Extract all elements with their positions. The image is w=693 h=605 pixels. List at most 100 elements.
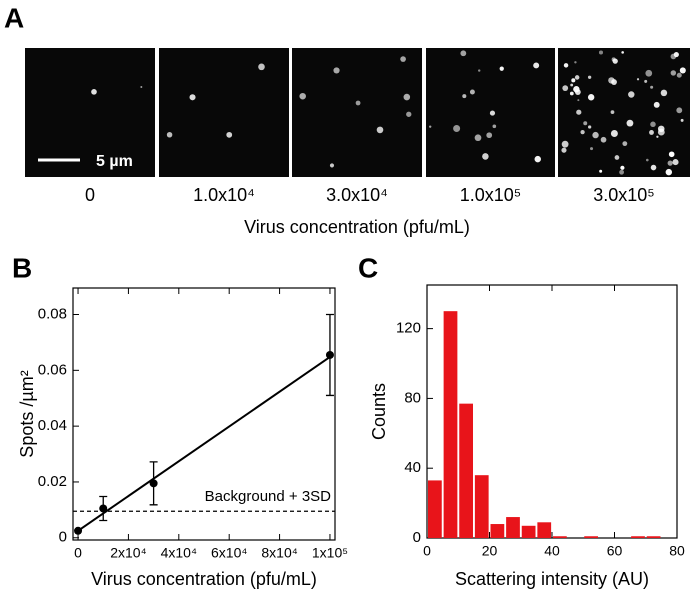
y-tick-label: 0.02 (38, 473, 67, 490)
spot (660, 89, 668, 97)
spot (622, 141, 628, 147)
image-label: 3.0x10⁴ (326, 185, 388, 205)
spot (474, 134, 482, 142)
y-tick-label: 0.06 (38, 361, 67, 378)
fit-line (77, 356, 331, 532)
x-axis-label: Scattering intensity (AU) (455, 569, 649, 589)
bar (646, 536, 661, 538)
spot (406, 111, 412, 117)
x-tick-label: 0 (423, 543, 431, 559)
spot (469, 89, 475, 95)
spot (329, 163, 335, 168)
micrograph (292, 48, 422, 177)
y-axis-label: Spots /µm² (17, 370, 37, 457)
bar (521, 525, 536, 538)
spot (645, 158, 649, 162)
data-point (74, 526, 83, 535)
axes-frame (72, 287, 336, 541)
image-label: 1.0x10⁴ (193, 185, 255, 205)
spot (140, 85, 143, 88)
spot (91, 89, 97, 95)
x-tick-label: 60 (607, 543, 623, 559)
y-tick-label: 80 (404, 389, 421, 406)
spot (620, 165, 625, 170)
micrograph (25, 48, 155, 177)
spot (583, 121, 588, 126)
x-tick-label: 6x10⁴ (211, 545, 247, 561)
spot (656, 135, 659, 138)
y-tick-label: 40 (404, 459, 421, 476)
bar (428, 480, 442, 538)
spot (189, 94, 196, 101)
bar (584, 536, 598, 538)
spot (614, 155, 620, 160)
bar (474, 475, 489, 538)
spot (653, 101, 660, 108)
x-tick-label: 8x10⁴ (261, 545, 297, 561)
x-tick-label: 40 (544, 543, 560, 559)
spot (608, 77, 615, 84)
spot (403, 93, 411, 101)
spot (570, 83, 574, 87)
spot (667, 160, 673, 166)
image-label: 0 (85, 185, 95, 205)
spot (599, 169, 603, 173)
spot (650, 164, 657, 171)
spot (482, 153, 489, 160)
spot (670, 53, 677, 60)
bar (443, 311, 458, 538)
spot (611, 57, 616, 62)
spot (562, 85, 569, 92)
spot (670, 70, 677, 76)
bar (553, 536, 567, 538)
panel-label: A (4, 2, 24, 33)
spot (644, 79, 648, 83)
spot (561, 140, 569, 148)
spot (561, 147, 567, 153)
spot (258, 63, 265, 71)
spot (619, 169, 624, 175)
x-axis-label: Virus concentration (pfu/mL) (244, 217, 470, 237)
spot (460, 50, 467, 57)
x-tick-label: 1x10⁵ (312, 545, 348, 561)
x-axis-label: Virus concentration (pfu/mL) (91, 569, 317, 589)
spot (563, 63, 569, 68)
spot (400, 56, 406, 62)
spot (587, 75, 592, 79)
spot (590, 147, 594, 151)
panel-label: B (12, 252, 32, 283)
spot (649, 130, 654, 135)
spot (376, 126, 384, 134)
panel-label: C (358, 252, 378, 283)
image-label: 3.0x10⁵ (593, 185, 655, 205)
bar (506, 517, 520, 538)
spot (672, 159, 679, 166)
spot (600, 136, 607, 143)
spot (588, 125, 592, 129)
spot (575, 89, 581, 95)
spot (166, 132, 173, 138)
spot (598, 50, 604, 55)
spot (533, 62, 540, 69)
x-tick-label: 20 (482, 543, 498, 559)
spot (574, 75, 580, 80)
spot (577, 99, 580, 102)
spot (610, 130, 618, 138)
spot (610, 110, 615, 115)
spot (665, 168, 673, 176)
spot (592, 131, 599, 139)
spot (486, 132, 493, 139)
scale-bar-label: 5 µm (96, 153, 133, 170)
data-point (149, 479, 158, 488)
spot (574, 61, 577, 64)
spot (657, 125, 665, 133)
y-tick-label: 120 (396, 320, 421, 337)
spot (569, 91, 574, 96)
data-point (325, 350, 334, 359)
spot (355, 100, 361, 106)
y-tick-label: 0.04 (38, 417, 67, 434)
spot (499, 66, 504, 71)
spot (676, 107, 683, 114)
spot (636, 78, 640, 81)
